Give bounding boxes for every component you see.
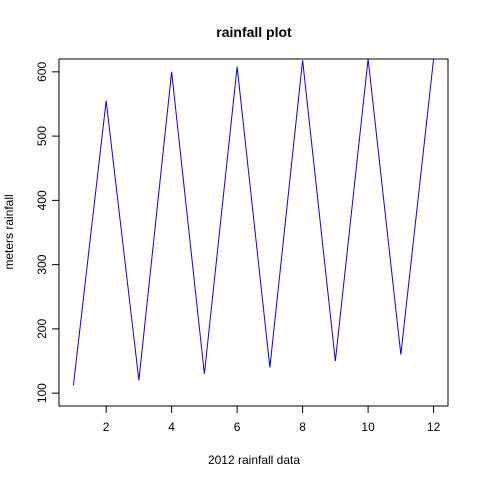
x-tick-label: 8: [299, 420, 306, 434]
y-tick-label: 500: [35, 126, 49, 146]
x-tick-label: 6: [234, 420, 241, 434]
series-line-0: [72, 59, 435, 386]
chart-title: rainfall plot: [216, 24, 292, 40]
x-axis-label: 2012 rainfall data: [208, 453, 300, 467]
y-tick-label: 600: [35, 62, 49, 82]
x-tick-label: 2: [103, 420, 110, 434]
x-tick-label: 4: [168, 420, 175, 434]
y-tick-label: 300: [35, 254, 49, 274]
y-tick-label: 100: [35, 383, 49, 403]
y-tick-label: 200: [35, 319, 49, 339]
series-layer: [72, 59, 435, 386]
y-tick-label: 400: [35, 190, 49, 210]
x-axis: 2 4 6 8 10 12: [103, 405, 441, 434]
x-tick-label: 12: [427, 420, 441, 434]
y-axis: 100 200 300 400 500 600: [35, 62, 60, 403]
x-tick-label: 10: [361, 420, 375, 434]
plot-frame: [58, 58, 449, 407]
y-axis-label: meters rainfall: [2, 194, 16, 269]
